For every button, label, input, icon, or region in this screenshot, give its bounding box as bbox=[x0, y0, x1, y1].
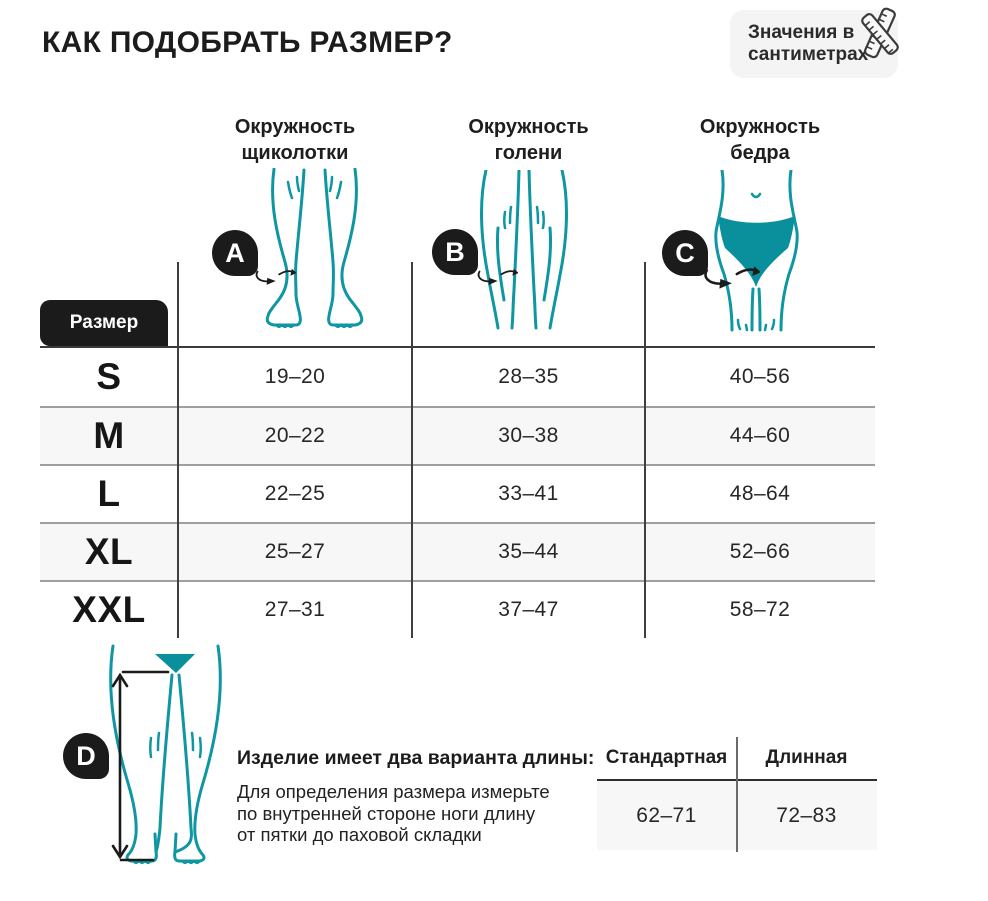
ankle-value: 19–20 bbox=[264, 365, 326, 388]
calf-value: 35–44 bbox=[498, 540, 559, 563]
marker-a: A bbox=[212, 230, 258, 276]
length-section-heading: Изделие имеет два варианта длины: bbox=[237, 747, 595, 769]
column-header-hip: Окружность бедра bbox=[699, 116, 821, 164]
length-col-long: Длинная bbox=[765, 747, 848, 768]
table-row-l: L 22–25 33–41 48–64 bbox=[40, 464, 875, 522]
units-badge-line2: сантиметрах bbox=[748, 44, 869, 65]
length-measure-arrow bbox=[111, 670, 170, 862]
hip-value: 58–72 bbox=[729, 598, 791, 621]
table-row-xxl: XXL 27–31 37–47 58–72 bbox=[40, 580, 875, 638]
size-label: L bbox=[97, 473, 121, 514]
column-header-ankle: Окружность щиколотки bbox=[234, 116, 356, 164]
rotation-arrow-icon bbox=[477, 268, 518, 285]
marker-c: C bbox=[662, 230, 708, 276]
column-header-calf: Окружность голени bbox=[468, 116, 589, 164]
hip-value: 52–66 bbox=[729, 540, 791, 563]
table-column-divider bbox=[177, 262, 179, 638]
units-badge: Значения в сантиметрах bbox=[730, 7, 899, 78]
size-label: M bbox=[93, 415, 125, 456]
size-label: S bbox=[96, 356, 122, 397]
table-column-divider bbox=[411, 262, 413, 638]
length-table-divider bbox=[736, 737, 738, 852]
ankle-value: 25–27 bbox=[264, 540, 326, 563]
hip-value: 44–60 bbox=[729, 424, 791, 447]
table-column-divider bbox=[644, 262, 646, 638]
page-title: КАК ПОДОБРАТЬ РАЗМЕР? bbox=[42, 26, 453, 59]
size-table: S 19–20 28–35 40–56 M 20–22 30–38 44–60 … bbox=[40, 346, 875, 638]
length-col-standard: Стандартная bbox=[605, 747, 728, 768]
units-badge-text: Значения в сантиметрах bbox=[748, 22, 868, 66]
calf-value: 33–41 bbox=[498, 482, 559, 505]
units-badge-line1: Значения в bbox=[748, 22, 855, 43]
table-row-m: M 20–22 30–38 44–60 bbox=[40, 406, 875, 464]
table-row-xl: XL 25–27 35–44 52–66 bbox=[40, 522, 875, 580]
table-row-s: S 19–20 28–35 40–56 bbox=[40, 348, 875, 406]
hips-illustration bbox=[700, 170, 813, 332]
length-section-description: Для определения размера измерьте по внут… bbox=[237, 781, 550, 845]
calf-legs-illustration bbox=[474, 170, 574, 330]
size-label: XXL bbox=[72, 589, 146, 630]
ankle-value: 27–31 bbox=[264, 598, 326, 621]
size-corner-label: Размер bbox=[40, 300, 168, 346]
calf-value: 28–35 bbox=[498, 365, 559, 388]
length-standard-value: 62–71 bbox=[636, 803, 697, 827]
length-long-value: 72–83 bbox=[776, 803, 837, 827]
hip-value: 48–64 bbox=[729, 482, 791, 505]
marker-b: B bbox=[432, 229, 478, 275]
rotation-arrow-icon bbox=[704, 266, 760, 289]
rotation-arrow-icon bbox=[255, 268, 296, 285]
calf-value: 30–38 bbox=[498, 424, 559, 447]
size-label: XL bbox=[84, 531, 134, 572]
calf-value: 37–47 bbox=[498, 598, 559, 621]
ankle-legs-illustration bbox=[252, 168, 377, 328]
leg-length-illustration bbox=[55, 638, 235, 878]
ankle-value: 22–25 bbox=[264, 482, 326, 505]
marker-d: D bbox=[63, 733, 109, 779]
hip-value: 40–56 bbox=[729, 365, 791, 388]
length-table: Стандартная Длинная 62–71 72–83 bbox=[597, 737, 877, 852]
ankle-value: 20–22 bbox=[264, 424, 326, 447]
ruler-icon bbox=[861, 7, 899, 59]
